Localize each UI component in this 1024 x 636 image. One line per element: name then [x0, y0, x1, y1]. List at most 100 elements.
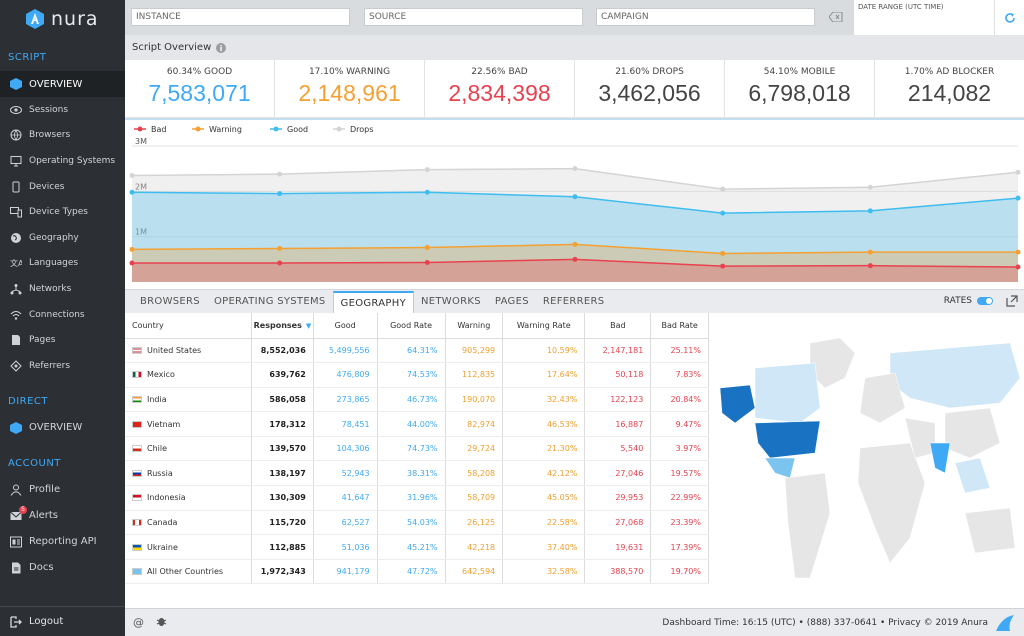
warning-rate-cell: 32.43%: [502, 387, 586, 413]
legend-marker: [336, 126, 342, 132]
nav-item-overview[interactable]: OVERVIEW: [0, 415, 125, 441]
point-drops: [867, 184, 873, 190]
country-name: Russia: [147, 468, 173, 478]
y-tick-label: 3M: [135, 137, 147, 146]
point-warning: [1015, 249, 1021, 255]
nav-item-profile[interactable]: Profile: [0, 477, 125, 503]
country-name: Canada: [147, 517, 178, 527]
nav-item-geography[interactable]: Geography: [0, 225, 125, 251]
overview-icon: [10, 78, 22, 90]
nav-item-operating-systems[interactable]: Operating Systems: [0, 148, 125, 174]
nav-item-device-types[interactable]: Device Types: [0, 199, 125, 225]
y-tick-label: 1M: [135, 228, 147, 237]
nav-item-label: Docs: [29, 562, 54, 574]
column-header-responses[interactable]: Responses ▼: [251, 313, 314, 339]
legend-marker: [195, 126, 201, 132]
date-range-picker[interactable]: DATE RANGE (UTC TIME): [854, 0, 994, 35]
table-row[interactable]: Indonesia 130,309 41,647 31.96% 58,709 45.05%…: [125, 485, 709, 511]
refresh-button[interactable]: [994, 0, 1024, 35]
footer-text: Dashboard Time: 16:15 (UTC) • (888) 337-…: [662, 618, 988, 628]
stat-label: 21.60% DROPS: [615, 67, 684, 77]
nav-item-label: Connections: [29, 309, 85, 320]
nav-item-referrers[interactable]: Referrers: [0, 353, 125, 379]
clear-filters-button[interactable]: [828, 10, 844, 24]
nav-item-overview[interactable]: OVERVIEW: [0, 71, 125, 97]
table-row[interactable]: United States 8,552,036 5,499,556 64.31% 905…: [125, 338, 709, 364]
info-icon[interactable]: [216, 42, 227, 53]
table-row[interactable]: Mexico 639,762 476,809 74.53% 112,835 17.64% 5…: [125, 362, 709, 388]
nav-item-alerts[interactable]: 5 Alerts: [0, 503, 125, 529]
nav-item-sessions[interactable]: Sessions: [0, 97, 125, 123]
bug-icon[interactable]: [156, 616, 167, 627]
table-row[interactable]: Ukraine 112,885 51,036 45.21% 42,218 37.40% 19…: [125, 534, 709, 560]
column-header-label: Country: [132, 320, 164, 330]
warning-cell: 58,709: [445, 485, 504, 511]
nav-item-languages[interactable]: 文A Languages: [0, 251, 125, 277]
nav-item-label: Browsers: [29, 130, 71, 141]
sort-desc-icon: ▼: [305, 321, 312, 330]
legend-label: Warning: [209, 125, 242, 134]
legend-marker: [273, 126, 279, 132]
bad-rate-cell: 22.99%: [650, 485, 709, 511]
good-rate-cell: 31.96%: [377, 485, 446, 511]
column-header-warning[interactable]: Warning: [445, 313, 504, 339]
column-header-warning-rate[interactable]: Warning Rate: [502, 313, 586, 339]
nav-item-networks[interactable]: Networks: [0, 276, 125, 302]
flag-vn-icon: [132, 420, 142, 428]
nav-item-docs[interactable]: Docs: [0, 555, 125, 581]
source-filter[interactable]: SOURCE: [364, 8, 583, 26]
bad-cell: 2,147,181: [584, 338, 652, 364]
point-warning: [277, 245, 283, 251]
column-header-bad-rate[interactable]: Bad Rate: [650, 313, 709, 339]
logo[interactable]: nura: [0, 0, 125, 38]
table-row[interactable]: Russia 138,197 52,943 38.31% 58,208 42.12% 27,…: [125, 460, 709, 487]
direct-overview-icon: [10, 421, 22, 434]
tab-referrers[interactable]: REFERRERS: [542, 296, 605, 307]
nav-item-pages[interactable]: Pages: [0, 327, 125, 353]
alerts-badge: 5: [19, 505, 27, 514]
column-header-bad[interactable]: Bad: [584, 313, 652, 339]
flag-cl-icon: [132, 445, 142, 453]
table-row[interactable]: Chile 139,570 104,306 74.73% 29,724 21.30% 5,5…: [125, 436, 709, 462]
logout-button[interactable]: Logout: [0, 606, 125, 636]
nav-item-browsers[interactable]: Browsers: [0, 123, 125, 149]
good-cell: 104,306: [313, 436, 378, 462]
column-header-country[interactable]: Country: [125, 313, 253, 339]
point-warning: [720, 250, 726, 256]
column-header-good[interactable]: Good: [313, 313, 378, 339]
point-good: [1015, 195, 1021, 201]
responses-cell: 115,720: [251, 510, 314, 536]
tab-operating-systems[interactable]: OPERATING SYSTEMS: [213, 296, 326, 307]
point-bad: [277, 260, 283, 266]
instance-filter[interactable]: INSTANCE: [131, 8, 350, 26]
table-row[interactable]: All Other Countries 1,972,343 941,179 47.72…: [125, 559, 709, 585]
column-header-good-rate[interactable]: Good Rate: [377, 313, 446, 339]
y-tick-label: 2M: [135, 182, 147, 191]
table-row[interactable]: India 586,058 273,865 46.73% 190,070 32.43% 12…: [125, 387, 709, 413]
tab-networks[interactable]: NETWORKS: [420, 296, 481, 307]
table-row[interactable]: Canada 115,720 62,527 54.03% 26,125 22.58% 27,…: [125, 510, 709, 536]
rates-toggle[interactable]: RATES: [944, 296, 993, 306]
bad-cell: 27,068: [584, 510, 652, 536]
nav-item-reporting-api[interactable]: Reporting API: [0, 529, 125, 555]
table-row[interactable]: Vietnam 178,312 78,451 44.00% 82,974 46.53% 16…: [125, 411, 709, 437]
map-africa: [857, 442, 926, 564]
flag-globe-icon: [132, 568, 142, 576]
campaign-filter[interactable]: CAMPAIGN: [596, 8, 815, 26]
point-bad: [572, 256, 578, 262]
at-icon[interactable]: @: [133, 616, 144, 629]
stat-card: 1.70% AD BLOCKER 214,082: [875, 60, 1024, 117]
clear-icon: [829, 12, 843, 22]
tab-browsers[interactable]: BROWSERS: [140, 296, 200, 307]
nav-item-devices[interactable]: Devices: [0, 174, 125, 200]
overview-title: Script Overview: [132, 42, 212, 53]
tab-pages[interactable]: PAGES: [494, 296, 529, 307]
bad-rate-cell: 23.39%: [650, 510, 709, 536]
map-europe: [859, 372, 906, 424]
nav-item-connections[interactable]: Connections: [0, 302, 125, 328]
world-map[interactable]: [710, 313, 1024, 608]
expand-icon[interactable]: [1006, 295, 1018, 307]
tab-geography[interactable]: GEOGRAPHY: [332, 291, 414, 313]
point-drops: [424, 167, 430, 173]
rates-switch[interactable]: [977, 297, 993, 305]
